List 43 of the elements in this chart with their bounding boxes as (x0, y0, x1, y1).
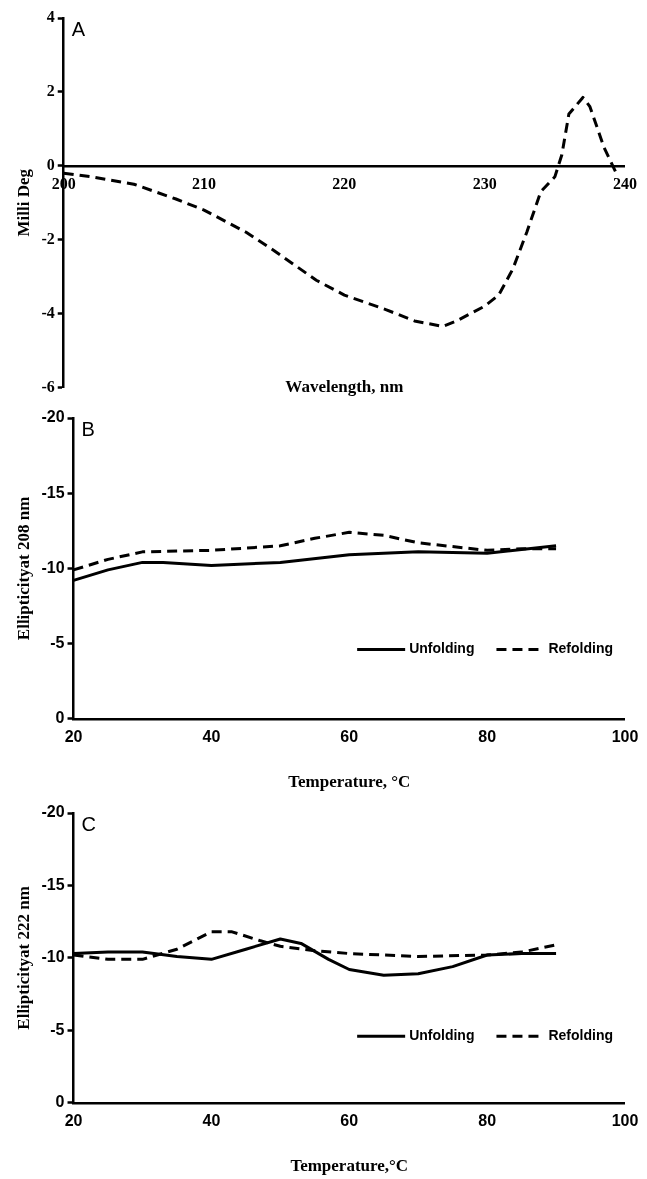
y-tick-label: -15 (41, 483, 65, 501)
x-tick-label: 40 (202, 1111, 221, 1129)
legend-label: Unfolding (409, 1027, 475, 1044)
x-tick-label: 20 (64, 1111, 83, 1129)
annotation: C (81, 812, 96, 835)
y-tick-label: -10 (41, 948, 65, 966)
y-tick-label: -5 (50, 634, 65, 652)
y-tick-label: -20 (41, 408, 65, 426)
x-tick-label: 240 (613, 174, 637, 192)
y-tick-label: -6 (41, 377, 55, 395)
x-tick-label: 210 (192, 174, 217, 192)
y-tick-label: 0 (55, 709, 65, 727)
y-tick-label: -20 (41, 803, 65, 821)
x-tick-label: 100 (611, 1111, 639, 1129)
annotation: B (81, 417, 95, 440)
x-tick-label: 220 (332, 174, 357, 192)
annotation: A (71, 17, 86, 40)
y-axis-title: Ellipticityat 208 nm (13, 496, 33, 641)
legend-label: Refolding (548, 640, 613, 657)
x-tick-label: 230 (472, 174, 497, 192)
x-axis-title: Temperature,°C (290, 1155, 409, 1175)
legend-label: Refolding (548, 1027, 613, 1044)
y-tick-label: -15 (41, 875, 65, 893)
x-tick-label: 20 (64, 727, 83, 745)
y-tick-label: 2 (46, 82, 55, 100)
y-tick-label: -5 (50, 1020, 65, 1038)
y-tick-label: -10 (41, 558, 65, 576)
legend-label: Unfolding (409, 640, 475, 657)
x-tick-label: 60 (340, 727, 359, 745)
x-tick-label: 40 (202, 727, 221, 745)
x-tick-label: 80 (478, 727, 497, 745)
y-tick-label: 4 (46, 8, 55, 26)
x-tick-label: 60 (340, 1111, 359, 1129)
x-axis-title: Temperature, °C (288, 771, 411, 791)
y-axis-title: Milli Deg (13, 168, 33, 237)
x-tick-label: 100 (611, 727, 639, 745)
x-tick-label: 80 (478, 1111, 497, 1129)
y-tick-label: -2 (41, 229, 55, 247)
y-tick-label: 0 (55, 1093, 65, 1111)
y-tick-label: -4 (41, 303, 55, 321)
x-axis-title: Wavelength, nm (285, 376, 404, 396)
y-tick-label: 0 (46, 155, 55, 173)
y-axis-title: Ellipticityat 222 nm (13, 886, 33, 1030)
